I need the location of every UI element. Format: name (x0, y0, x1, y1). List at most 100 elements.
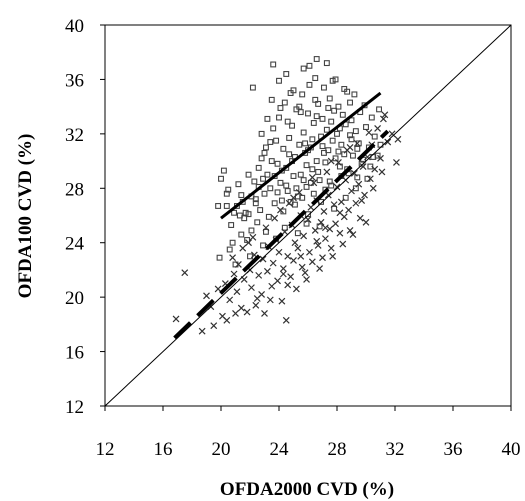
x-tick-label: 20 (212, 439, 231, 460)
data-point-square (327, 96, 332, 101)
data-point-cross (230, 255, 236, 261)
data-point-square (352, 92, 357, 97)
data-point-square (301, 66, 306, 71)
data-point-cross (346, 207, 352, 213)
data-point-cross (270, 260, 276, 266)
data-point-square (222, 168, 227, 173)
data-point-square (224, 204, 229, 209)
data-point-cross (227, 297, 233, 303)
y-tick-label: 40 (65, 16, 84, 37)
data-point-cross (240, 245, 246, 251)
data-point-square (275, 190, 280, 195)
data-point-square (307, 82, 312, 87)
x-axis-title: OFDA2000 CVD (%) (220, 479, 394, 500)
data-point-cross (333, 221, 339, 227)
data-point-square (322, 85, 327, 90)
data-point-cross (379, 169, 385, 175)
data-point-cross (328, 245, 334, 251)
data-point-cross (259, 291, 265, 297)
data-point-cross (182, 270, 188, 276)
data-point-cross (256, 272, 262, 278)
data-point-cross (362, 192, 368, 198)
data-point-square (256, 165, 261, 170)
data-point-cross (299, 264, 305, 270)
axis-ticks: 12 16 20 24 28 32 36 401216202428323640 (65, 16, 521, 460)
y-tick-label: 16 (65, 343, 84, 364)
data-point-square (236, 182, 241, 187)
data-point-square (372, 134, 377, 139)
data-point-square (259, 131, 264, 136)
data-point-cross (288, 274, 294, 280)
data-point-square (324, 127, 329, 132)
data-point-square (300, 92, 305, 97)
data-point-square (311, 121, 316, 126)
data-point-cross (359, 198, 365, 204)
y-tick-label: 36 (65, 70, 84, 91)
data-point-cross (366, 129, 372, 135)
data-point-cross (353, 200, 359, 206)
data-point-cross (320, 255, 326, 261)
data-point-cross (309, 259, 315, 265)
data-point-cross (393, 159, 399, 165)
data-point-square (227, 247, 232, 252)
x-tick-label: 24 (270, 439, 290, 460)
y-tick-label: 28 (65, 179, 84, 200)
y-tick-label: 12 (65, 397, 84, 418)
data-point-square (311, 191, 316, 196)
data-point-square (355, 146, 360, 151)
x-tick-label: 16 (154, 439, 173, 460)
data-point-square (284, 72, 289, 77)
data-point-cross (224, 317, 230, 323)
data-point-square (229, 223, 234, 228)
data-point-square (348, 100, 353, 105)
data-point-cross (285, 282, 291, 288)
data-point-square (239, 193, 244, 198)
data-point-cross (285, 253, 291, 259)
data-point-square (336, 149, 341, 154)
data-point-square (255, 220, 260, 225)
data-point-cross (231, 271, 237, 277)
data-point-cross (375, 125, 381, 131)
data-point-square (310, 137, 315, 142)
data-point-cross (324, 169, 330, 175)
data-point-cross (330, 253, 336, 259)
data-point-square (268, 140, 273, 145)
data-point-square (269, 97, 274, 102)
data-point-square (364, 125, 369, 130)
data-point-cross (395, 136, 401, 142)
data-point-square (277, 115, 282, 120)
data-point-square (262, 151, 267, 156)
data-point-square (277, 78, 282, 83)
data-point-cross (295, 245, 301, 251)
data-point-cross (293, 286, 299, 292)
data-point-square (274, 138, 279, 143)
data-point-square (280, 198, 285, 203)
data-point-cross (291, 257, 297, 263)
data-point-square (297, 142, 302, 147)
data-point-cross (199, 328, 205, 334)
x-tick-label: 28 (328, 439, 347, 460)
data-point-square (314, 57, 319, 62)
data-point-square (320, 144, 325, 149)
data-point-square (313, 76, 318, 81)
data-point-cross (272, 215, 278, 221)
data-point-cross (275, 278, 281, 284)
data-point-cross (267, 297, 273, 303)
data-point-cross (301, 233, 307, 239)
data-point-square (291, 174, 296, 179)
data-point-square (216, 204, 221, 209)
data-point-square (287, 152, 292, 157)
data-point-cross (322, 236, 328, 242)
data-point-square (326, 106, 331, 111)
data-point-square (310, 167, 315, 172)
data-point-cross (370, 185, 376, 191)
data-point-cross (357, 215, 363, 221)
data-point-cross (279, 298, 285, 304)
data-point-square (287, 136, 292, 141)
data-point-cross (317, 266, 323, 272)
data-point-cross (253, 302, 259, 308)
data-point-square (323, 160, 328, 165)
data-point-square (268, 186, 273, 191)
data-point-cross (280, 266, 286, 272)
